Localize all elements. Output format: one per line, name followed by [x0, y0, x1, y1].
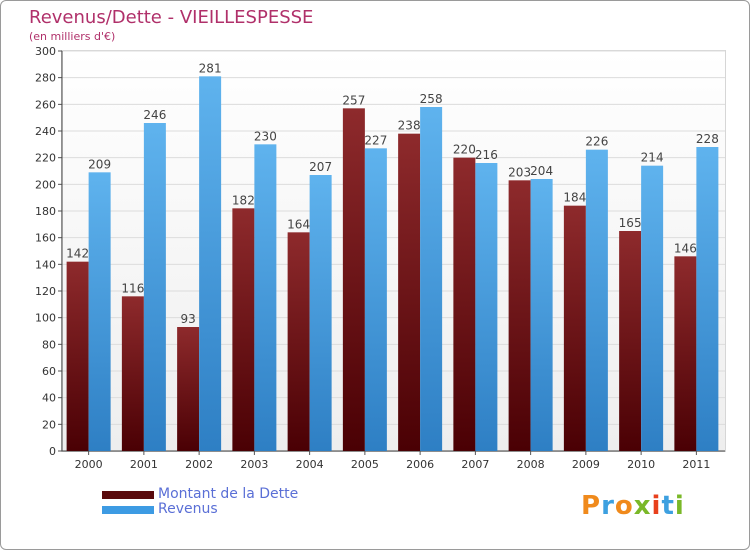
y-tick-label: 300	[35, 45, 56, 58]
data-label-revenus-2005: 227	[364, 133, 387, 147]
x-tick-label-2009: 2009	[572, 458, 600, 471]
bar-revenus-2005	[364, 148, 387, 452]
y-tick-label: 100	[35, 312, 56, 325]
logo-letter: r	[601, 491, 615, 521]
bar-dette-2006	[398, 133, 421, 451]
x-tick-label-2005: 2005	[351, 458, 379, 471]
y-tick-label: 220	[35, 152, 56, 165]
x-tick-label-2008: 2008	[517, 458, 545, 471]
bar-revenus-2011	[696, 147, 719, 451]
data-label-dette-2003: 182	[232, 193, 255, 207]
y-tick-label: 200	[35, 178, 56, 191]
bar-dette-2003	[232, 208, 255, 451]
bar-revenus-2001	[143, 123, 166, 451]
logo-letter: i	[651, 491, 662, 521]
bar-dette-2007	[453, 157, 476, 451]
bar-dette-2010	[619, 231, 642, 451]
legend-swatch-dette	[102, 491, 154, 499]
bar-dette-2002	[177, 327, 200, 451]
chart-subtitle: (en milliers d'€)	[29, 30, 116, 43]
x-tick-label-2004: 2004	[296, 458, 324, 471]
axes: 0 20 40 60 80 100 120 140 160 180 200 220 240 260 280 3…	[35, 45, 725, 471]
data-label-dette-2001: 116	[121, 281, 144, 295]
y-tick-label: 160	[35, 232, 56, 245]
bar-dette-2001	[121, 296, 144, 451]
x-tick-label-2006: 2006	[406, 458, 434, 471]
data-label-dette-2010: 165	[619, 216, 642, 230]
legend-label-revenus: Revenus	[158, 501, 218, 517]
data-label-revenus-2010: 214	[641, 151, 664, 165]
y-tick-label: 280	[35, 72, 56, 85]
bar-dette-2009	[563, 205, 586, 451]
y-tick-label: 180	[35, 205, 56, 218]
data-label-revenus-2006: 258	[420, 92, 443, 106]
plot-area	[61, 50, 726, 452]
bar-dette-2004	[287, 232, 310, 451]
y-tick-label: 80	[42, 338, 56, 351]
data-label-dette-2000: 142	[66, 247, 89, 261]
y-tick-label: 40	[42, 392, 56, 405]
data-label-dette-2006: 238	[398, 119, 421, 133]
y-tick-label: 260	[35, 98, 56, 111]
data-label-revenus-2008: 204	[530, 164, 553, 178]
bar-revenus-2010	[641, 165, 664, 451]
logo-letter: P	[581, 491, 602, 521]
bar-revenus-2003	[254, 144, 277, 452]
y-tick-label: 20	[42, 418, 56, 431]
bar-revenus-2009	[585, 149, 608, 451]
y-tick-label: 0	[49, 445, 56, 458]
proxiti-logo: Proxiti	[581, 491, 685, 521]
bar-revenus-2007	[475, 163, 498, 451]
data-label-revenus-2007: 216	[475, 148, 498, 162]
legend-label-dette: Montant de la Dette	[158, 486, 299, 502]
bar-revenus-2004	[309, 175, 332, 451]
grid-lines	[62, 50, 725, 425]
data-label-dette-2009: 184	[563, 191, 586, 205]
logo-letter: x	[633, 491, 652, 521]
data-label-dette-2011: 146	[674, 241, 697, 255]
bar-dette-2005	[342, 108, 365, 451]
chart-title: Revenus/Dette - VIEILLESPESSE	[29, 7, 314, 28]
x-tick-label-2000: 2000	[75, 458, 103, 471]
y-tick-label: 240	[35, 125, 56, 138]
logo-letter: i	[674, 491, 685, 521]
logo-letter: o	[614, 491, 634, 521]
bars	[66, 76, 719, 452]
data-label-revenus-2003: 230	[254, 129, 277, 143]
y-tick-label: 60	[42, 365, 56, 378]
bar-revenus-2000	[88, 172, 111, 452]
x-tick-label-2011: 2011	[682, 458, 710, 471]
x-tick-label-2010: 2010	[627, 458, 655, 471]
x-tick-label-2007: 2007	[461, 458, 489, 471]
data-label-revenus-2000: 209	[88, 157, 111, 171]
x-tick-label-2001: 2001	[130, 458, 158, 471]
y-tick-label: 120	[35, 285, 56, 298]
data-label-revenus-2011: 228	[696, 132, 719, 146]
bar-dette-2011	[674, 256, 697, 451]
x-tick-label-2002: 2002	[185, 458, 213, 471]
y-tick-label: 140	[35, 258, 56, 271]
bar-dette-2000	[66, 261, 89, 451]
data-label-revenus-2002: 281	[199, 61, 222, 75]
bar-dette-2008	[508, 180, 531, 452]
data-label-revenus-2001: 246	[143, 108, 166, 122]
data-label-dette-2008: 203	[508, 165, 531, 179]
bar-revenus-2002	[199, 76, 222, 451]
data-label-dette-2004: 164	[287, 217, 310, 231]
data-label-revenus-2009: 226	[585, 135, 608, 149]
data-labels: 142 209 116 246 93 281 182 230 164 207 257 227 238 25…	[66, 61, 719, 326]
legend-swatch-revenus	[102, 506, 154, 514]
bar-revenus-2006	[420, 107, 443, 451]
x-tick-label-2003: 2003	[240, 458, 268, 471]
data-label-dette-2005: 257	[342, 93, 365, 107]
data-label-revenus-2004: 207	[309, 160, 332, 174]
data-label-dette-2002: 93	[180, 312, 195, 326]
bar-revenus-2008	[530, 179, 553, 451]
logo-letter: t	[661, 491, 675, 521]
data-label-dette-2007: 220	[453, 143, 476, 157]
